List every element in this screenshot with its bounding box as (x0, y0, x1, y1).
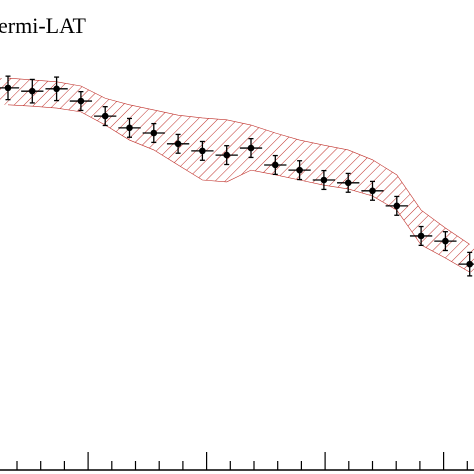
data-point (101, 112, 109, 120)
data-point (442, 237, 449, 245)
data-point (272, 161, 279, 169)
band-lower (7, 104, 470, 273)
data-point (4, 84, 12, 92)
data-point (29, 87, 36, 95)
data-point (320, 176, 328, 184)
x-ticks (16, 452, 468, 470)
data-point (150, 129, 158, 137)
data-point (53, 85, 60, 93)
data-point (393, 202, 401, 210)
data-point (344, 179, 352, 187)
chart-title: ermi-LAT (0, 13, 87, 38)
data-point (417, 232, 425, 240)
data-point (77, 97, 85, 105)
data-point (369, 187, 376, 195)
data-point (126, 124, 133, 132)
data-point (174, 140, 182, 148)
data-point (199, 147, 206, 155)
data-point (223, 151, 230, 159)
data-point (296, 166, 303, 174)
data-point (247, 144, 255, 152)
band-upper (7, 77, 470, 245)
data-point (466, 260, 474, 268)
band-fill (0, 78, 474, 273)
